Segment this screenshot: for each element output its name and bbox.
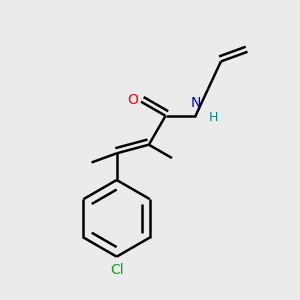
Text: O: O: [127, 93, 138, 107]
Text: H: H: [209, 111, 218, 124]
Text: Cl: Cl: [110, 263, 124, 277]
Text: N: N: [190, 96, 201, 110]
